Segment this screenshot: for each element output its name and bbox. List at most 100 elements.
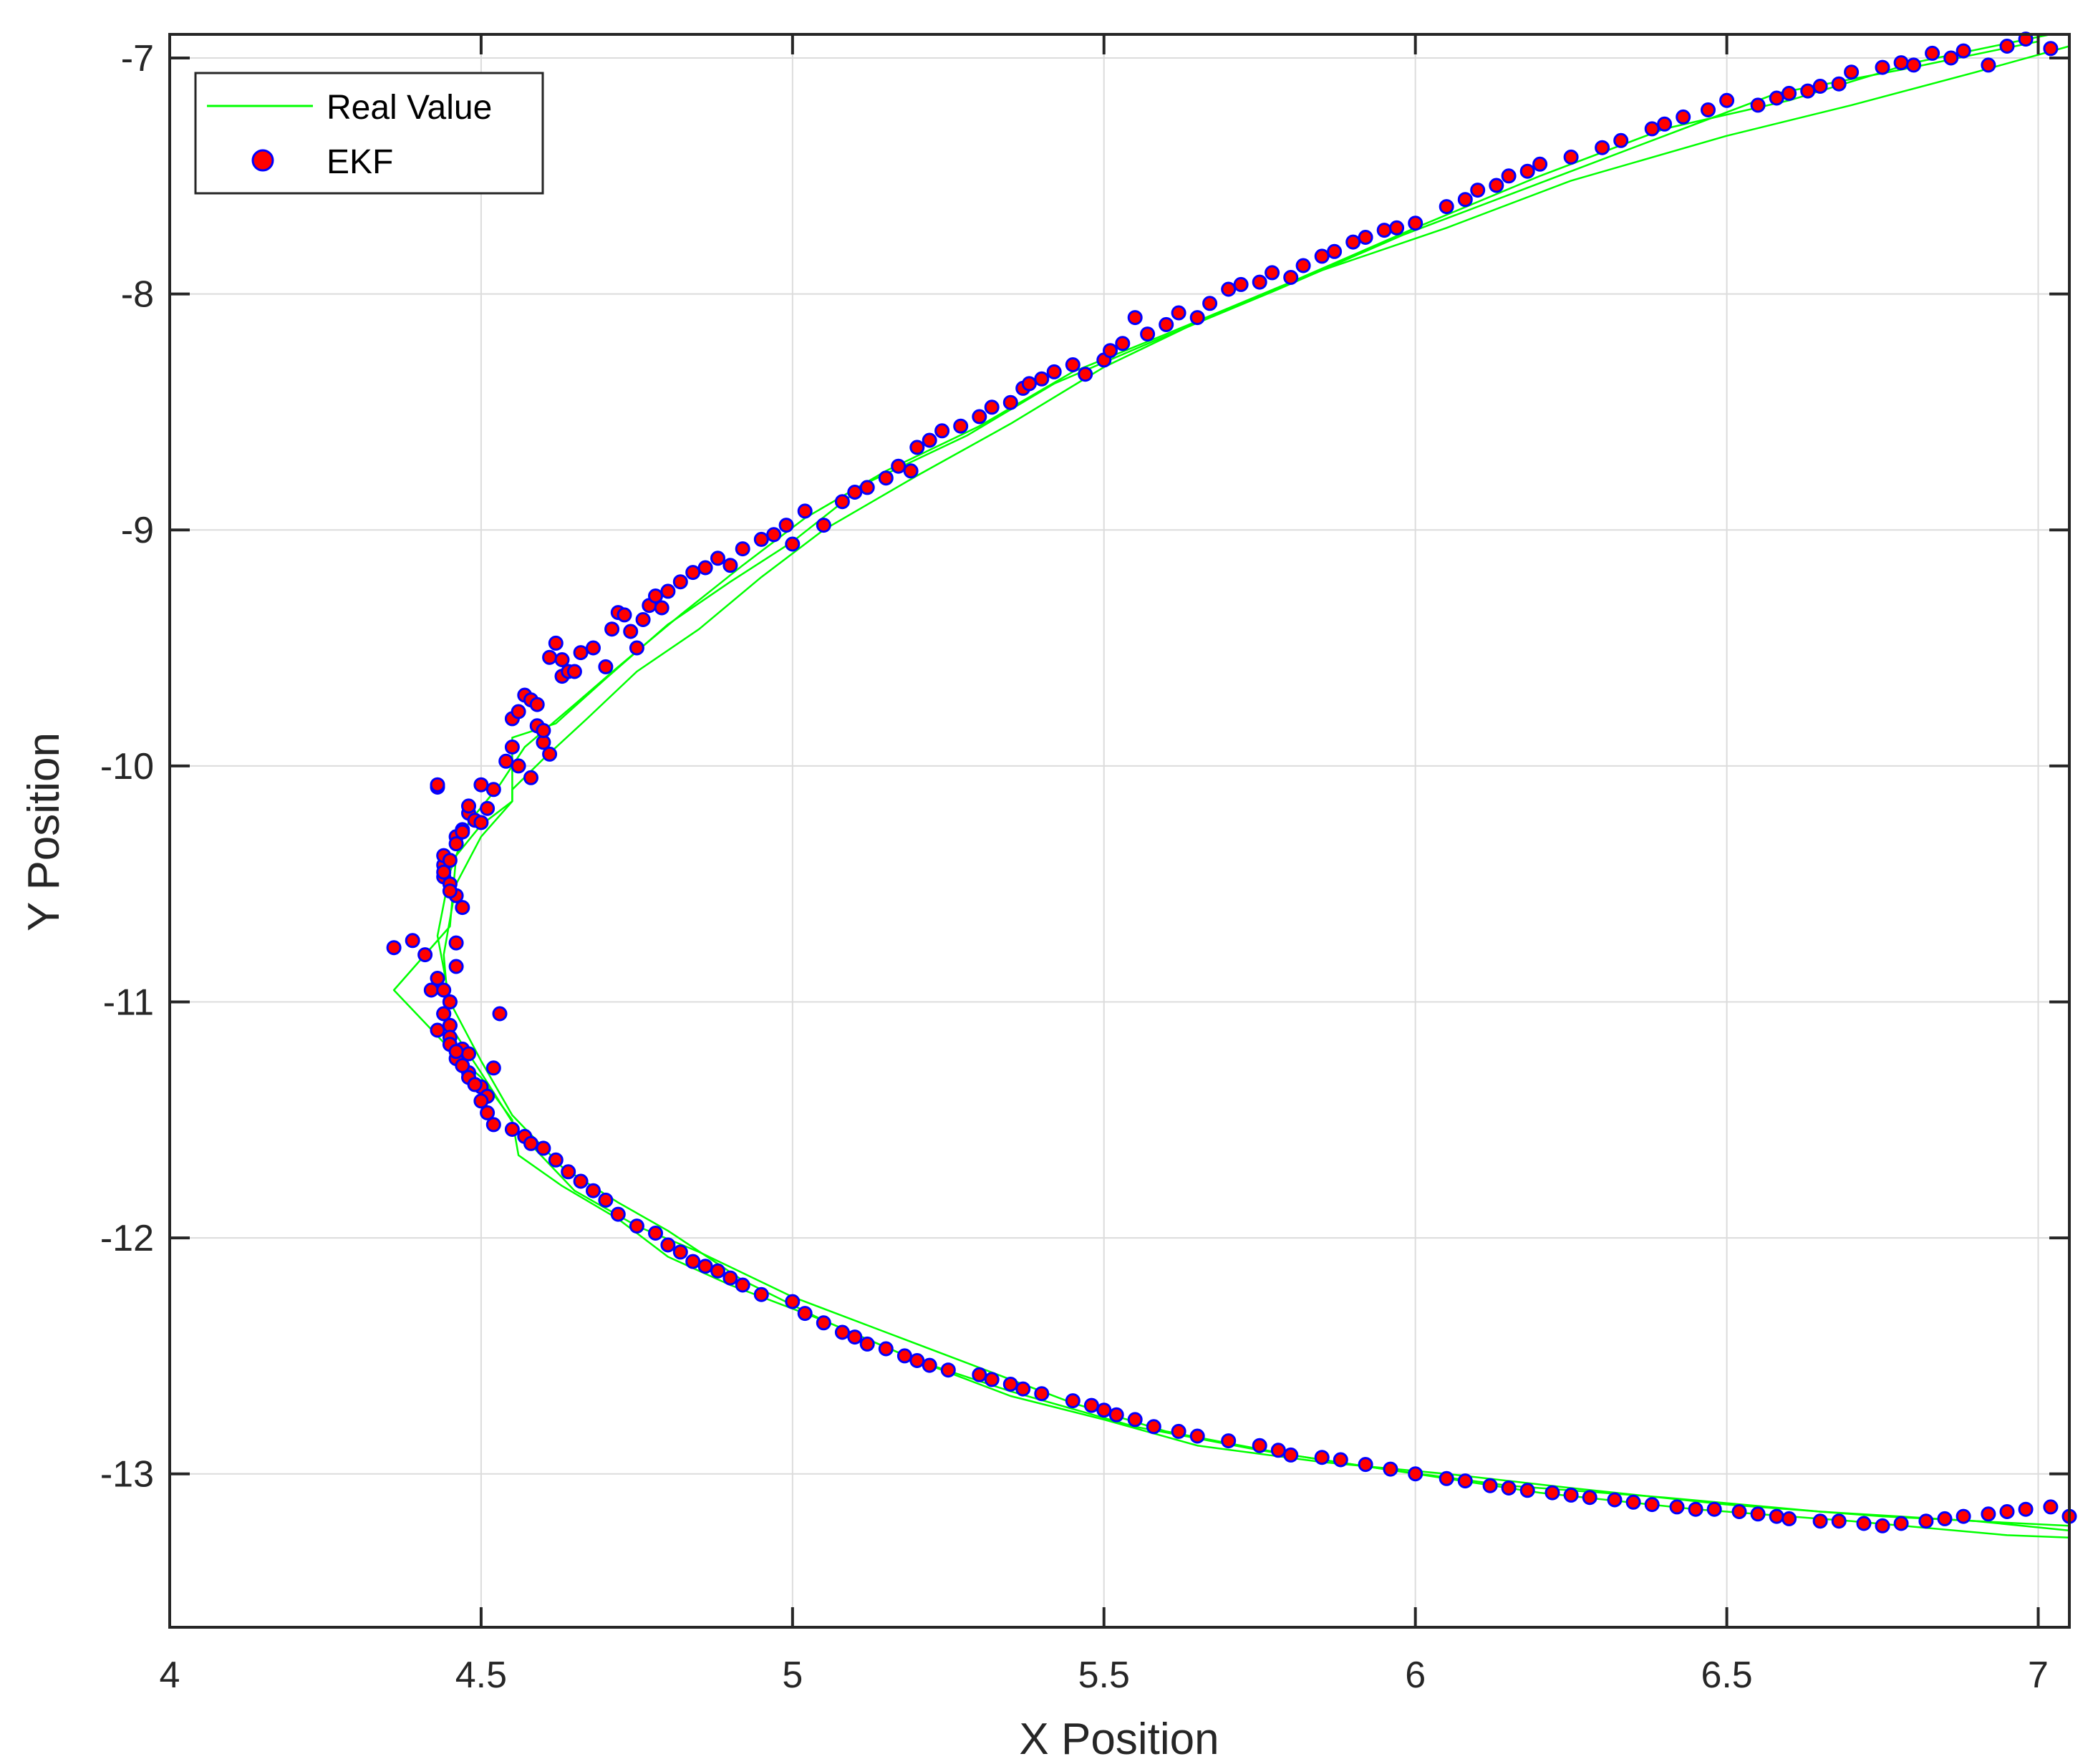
ekf-point: [1644, 121, 1660, 137]
ekf-point: [523, 1135, 538, 1151]
ekf-point: [672, 1244, 688, 1260]
ekf-point: [442, 853, 458, 868]
ekf-point: [766, 527, 782, 543]
ekf-point: [685, 565, 701, 581]
ekf-point: [1625, 1494, 1641, 1510]
ekf-point: [542, 649, 558, 665]
x-tick-label: 4.5: [455, 1654, 507, 1696]
ekf-point: [834, 1324, 850, 1340]
ekf-point: [685, 1254, 701, 1269]
ekf-point: [660, 583, 676, 599]
ekf-point: [1221, 281, 1237, 297]
ekf-point: [473, 815, 489, 830]
ekf-point: [1750, 97, 1766, 113]
ekf-point: [1115, 336, 1131, 352]
ekf-point: [448, 1044, 464, 1060]
x-axis-label: X Position: [1019, 1715, 1219, 1764]
ekf-point: [1519, 1483, 1535, 1498]
ekf-point: [1383, 1461, 1398, 1477]
ekf-point: [922, 432, 937, 448]
ekf-point: [797, 1306, 813, 1322]
tick-labels: 4 4.5 5 5.5 6 6.5 7 -7 -8 -9 -10 -11 -12 -13: [100, 38, 2049, 1696]
ekf-point: [1831, 1513, 1847, 1529]
ekf-point: [1439, 1470, 1454, 1486]
ekf-point: [1021, 376, 1037, 392]
ekf-point: [1956, 1508, 1971, 1524]
ekf-point: [442, 883, 458, 899]
ekf-point: [1189, 1428, 1205, 1444]
legend-box: [194, 72, 544, 195]
ekf-point: [1595, 140, 1610, 155]
ekf-point: [859, 480, 875, 495]
ekf-point: [648, 1226, 663, 1241]
ekf-point: [660, 1237, 676, 1253]
ekf-point: [480, 800, 496, 816]
ekf-point: [1719, 92, 1735, 108]
ekf-point: [891, 458, 907, 474]
ekf-point: [1358, 1457, 1373, 1473]
ekf-point: [629, 1218, 644, 1234]
ekf-point: [1065, 1393, 1081, 1409]
x-tick-label: 6.5: [1701, 1654, 1752, 1696]
ekf-point: [735, 541, 750, 557]
ekf-point: [722, 558, 738, 573]
ekf-point: [617, 607, 632, 623]
x-tick-label: 5: [782, 1654, 803, 1696]
y-tick-label: -13: [100, 1454, 154, 1496]
ekf-point: [448, 935, 464, 951]
ekf-point: [386, 940, 402, 956]
legend-real-value-label: Real Value: [327, 89, 492, 127]
ekf-point: [473, 1093, 489, 1109]
ekf-point: [1252, 274, 1267, 290]
ekf-point: [430, 777, 445, 793]
ekf-point: [498, 753, 514, 769]
ekf-point: [1270, 1443, 1286, 1458]
ekf-point: [635, 612, 651, 627]
ekf-point: [940, 1362, 956, 1378]
ekf-point: [455, 824, 470, 840]
ekf-point: [710, 551, 725, 566]
ekf-point: [1613, 132, 1629, 148]
ekf-point: [573, 645, 589, 661]
ekf-point: [566, 664, 582, 679]
ekf-point: [1501, 168, 1517, 184]
x-tick-label: 6: [1405, 1654, 1426, 1696]
ekf-point: [1389, 220, 1405, 236]
ekf-point: [1439, 199, 1454, 215]
y-tick-label: -7: [121, 38, 154, 79]
ekf-point: [1607, 1492, 1623, 1508]
ekf-point: [697, 560, 713, 576]
ekf-point: [878, 470, 894, 486]
ekf-point: [1831, 76, 1847, 92]
ekf-point: [430, 971, 445, 986]
ekf-point: [467, 1077, 483, 1092]
ekf-point: [561, 1164, 576, 1180]
y-tick-label: -9: [121, 510, 154, 551]
ekf-point: [710, 1263, 725, 1279]
grid: [169, 34, 2069, 1627]
ekf-point: [511, 758, 526, 774]
ekf-point: [909, 440, 925, 455]
ekf-point: [1925, 45, 1940, 61]
ekf-point: [1688, 1501, 1703, 1517]
ekf-point: [1875, 1518, 1890, 1533]
ekf-point: [1252, 1438, 1267, 1453]
ekf-point: [1327, 243, 1343, 259]
ekf-point: [1519, 163, 1535, 179]
ekf-point: [1669, 1499, 1685, 1515]
ekf-point: [735, 1277, 750, 1293]
ekf-point: [455, 900, 470, 916]
ekf-point: [672, 574, 688, 590]
ekf-point: [816, 518, 831, 533]
ekf-point: [697, 1259, 713, 1274]
ekf-point: [1314, 248, 1330, 264]
ekf-point: [1657, 116, 1673, 132]
ekf-point: [1769, 90, 1784, 106]
ekf-point: [542, 746, 558, 762]
ekf-point: [511, 704, 526, 719]
ekf-point: [1046, 364, 1062, 379]
ekf-point: [1127, 1412, 1143, 1428]
ekf-point: [1800, 83, 1816, 99]
legend-ekf-marker: [251, 149, 274, 172]
ekf-point: [548, 635, 564, 651]
